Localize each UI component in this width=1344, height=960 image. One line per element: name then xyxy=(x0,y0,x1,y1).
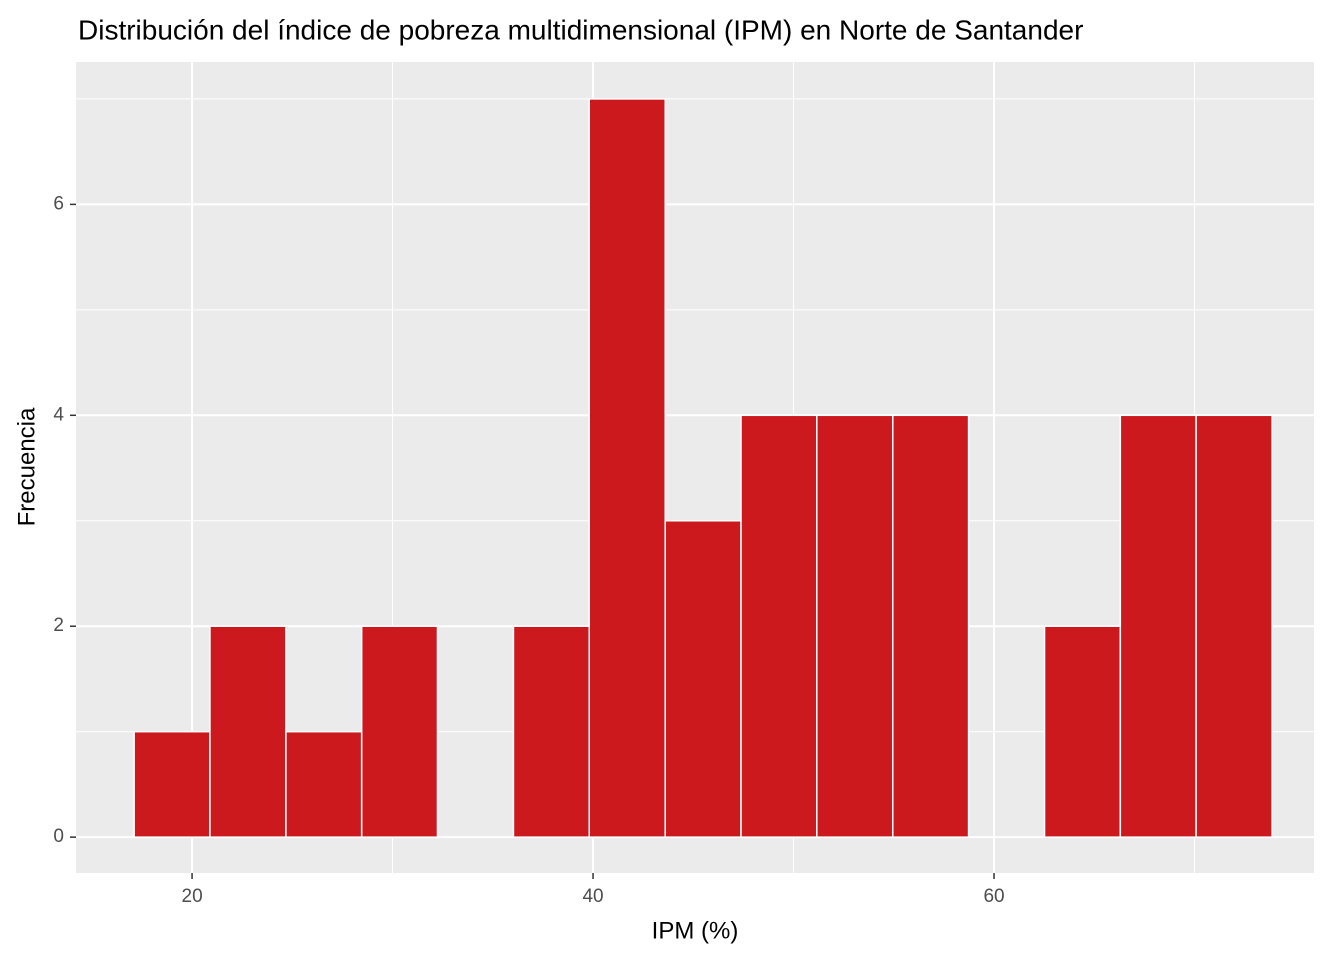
y-tick-label: 2 xyxy=(53,615,64,636)
bar xyxy=(1119,414,1197,838)
bar xyxy=(1043,625,1122,838)
y-axis-title: Frecuencia xyxy=(13,407,40,526)
x-tick-label: 40 xyxy=(582,886,603,907)
x-axis-title: IPM (%) xyxy=(652,917,739,944)
bars xyxy=(133,98,1273,838)
bar xyxy=(664,520,742,838)
bar xyxy=(209,625,287,838)
x-tick-label: 60 xyxy=(983,886,1004,907)
y-tick-label: 6 xyxy=(53,193,64,214)
y-tick-label: 4 xyxy=(53,404,64,425)
y-tick-label: 0 xyxy=(53,826,64,847)
bar xyxy=(512,625,590,838)
bar xyxy=(816,414,894,838)
bar xyxy=(285,730,363,838)
bar xyxy=(588,98,666,838)
x-tick-label: 20 xyxy=(182,886,203,907)
bar xyxy=(133,730,211,838)
bar xyxy=(360,625,439,838)
bar xyxy=(1195,414,1273,838)
bar xyxy=(892,414,970,838)
chart-title: Distribución del índice de pobreza multi… xyxy=(78,14,1083,45)
bar xyxy=(740,414,818,838)
